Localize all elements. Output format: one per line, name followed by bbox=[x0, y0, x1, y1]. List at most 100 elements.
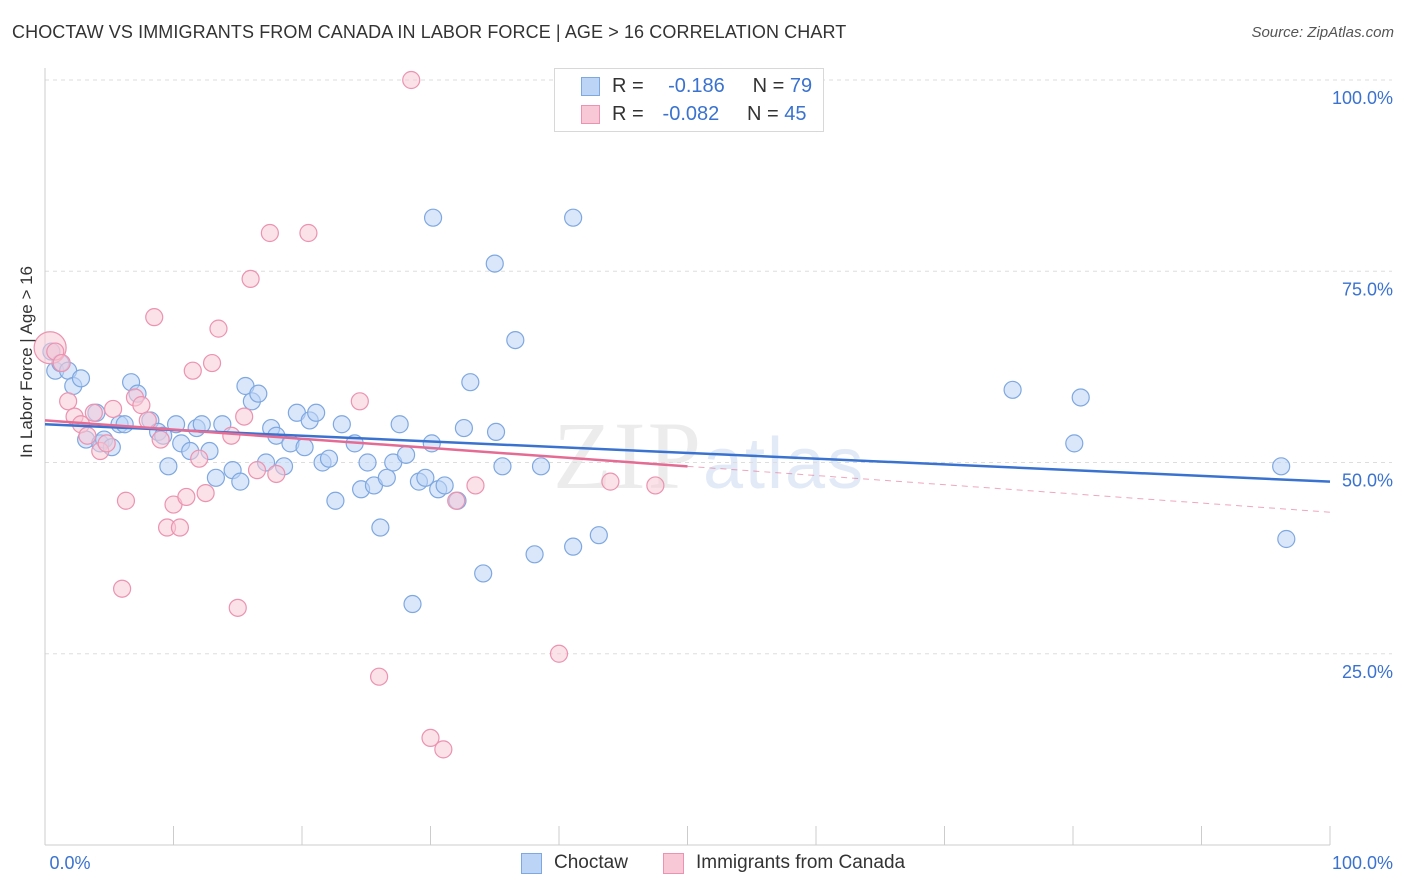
point-canada bbox=[177, 487, 196, 507]
point-choctaw bbox=[589, 526, 608, 545]
point-canada bbox=[151, 430, 170, 449]
point-canada bbox=[209, 319, 228, 338]
trend-line-canada bbox=[44, 419, 688, 468]
point-choctaw bbox=[377, 468, 396, 487]
series-label-choctaw: Choctaw bbox=[554, 852, 628, 873]
point-choctaw bbox=[332, 415, 351, 434]
point-canada bbox=[466, 476, 485, 495]
point-canada bbox=[350, 392, 369, 411]
legend-swatch-canada bbox=[581, 104, 600, 124]
point-choctaw bbox=[231, 472, 250, 491]
point-choctaw bbox=[319, 449, 339, 468]
point-canada bbox=[97, 434, 116, 453]
point-canada bbox=[228, 598, 247, 617]
legend-r-value-canada: -0.082 bbox=[662, 102, 720, 125]
legend-r-value-choctaw: -0.186 bbox=[668, 74, 725, 97]
point-canada bbox=[370, 667, 389, 686]
point-canada bbox=[260, 223, 279, 243]
point-canada bbox=[601, 472, 620, 491]
legend-r-label: R = bbox=[612, 74, 644, 97]
point-choctaw bbox=[307, 403, 326, 422]
point-choctaw bbox=[206, 468, 226, 487]
series-legend: Choctaw Immigrants from Canada bbox=[0, 852, 1406, 878]
point-canada bbox=[267, 464, 286, 484]
point-choctaw bbox=[493, 457, 512, 476]
point-choctaw bbox=[403, 594, 422, 614]
watermark-zip: ZIP bbox=[553, 402, 703, 509]
point-choctaw bbox=[115, 415, 134, 434]
point-choctaw bbox=[358, 453, 377, 472]
trend-line-choctaw bbox=[44, 423, 1331, 483]
legend-row-choctaw: R = -0.186 N = 79 bbox=[555, 72, 812, 100]
point-canada bbox=[145, 308, 164, 327]
point-choctaw bbox=[506, 331, 525, 350]
series-swatch-choctaw bbox=[521, 852, 542, 874]
point-canada bbox=[116, 491, 136, 510]
point-canada bbox=[84, 403, 103, 422]
point-choctaw bbox=[531, 457, 551, 476]
point-canada bbox=[132, 396, 151, 415]
point-canada bbox=[112, 579, 132, 598]
point-choctaw bbox=[485, 254, 504, 273]
point-canada bbox=[299, 223, 318, 243]
point-choctaw bbox=[564, 537, 583, 556]
point-choctaw bbox=[1065, 434, 1084, 453]
y-tick-label: 50.0% bbox=[1342, 471, 1393, 491]
point-canada bbox=[202, 353, 222, 373]
watermark: ZIPatlas bbox=[553, 400, 865, 511]
point-canada bbox=[78, 426, 97, 445]
point-canada bbox=[235, 407, 254, 426]
point-choctaw bbox=[525, 545, 544, 564]
point-canada bbox=[59, 392, 78, 411]
source-label: Source: ZipAtlas.com bbox=[1251, 24, 1394, 41]
point-choctaw bbox=[390, 415, 409, 434]
point-canada bbox=[196, 484, 215, 503]
point-choctaw bbox=[1272, 457, 1291, 476]
y-axis-label: In Labor Force | Age > 16 bbox=[17, 265, 36, 458]
point-canada bbox=[52, 353, 71, 373]
x-tick-label: 100.0% bbox=[1332, 853, 1393, 873]
point-canada bbox=[104, 399, 123, 419]
point-choctaw bbox=[371, 518, 390, 537]
point-choctaw bbox=[295, 438, 314, 457]
trend-extension-canada bbox=[687, 465, 1331, 513]
point-choctaw bbox=[71, 369, 91, 388]
point-choctaw bbox=[423, 208, 443, 227]
point-canada bbox=[247, 461, 267, 480]
point-choctaw bbox=[396, 445, 416, 464]
chart-title: CHOCTAW VS IMMIGRANTS FROM CANADA IN LAB… bbox=[12, 22, 847, 42]
point-canada bbox=[183, 361, 202, 380]
series-legend-canada: Immigrants from Canada bbox=[663, 852, 905, 874]
x-tick-label: 0.0% bbox=[49, 853, 90, 873]
point-choctaw bbox=[474, 564, 493, 583]
point-choctaw bbox=[454, 418, 474, 438]
point-canada bbox=[222, 426, 241, 445]
point-canada bbox=[434, 740, 453, 759]
legend-r-label: R = bbox=[612, 102, 644, 125]
legend-row-canada: R = -0.082 N = 45 bbox=[555, 100, 807, 128]
y-tick-label: 25.0% bbox=[1342, 662, 1393, 682]
point-canada bbox=[549, 644, 569, 663]
y-tick-label: 75.0% bbox=[1342, 279, 1393, 299]
legend-swatch-choctaw bbox=[581, 76, 600, 96]
correlation-legend: R = -0.186 N = 79 R = -0.082 N = 45 bbox=[554, 68, 824, 132]
watermark-atlas: atlas bbox=[703, 424, 866, 504]
point-choctaw bbox=[416, 468, 435, 487]
y-tick-label: 100.0% bbox=[1332, 88, 1393, 108]
series-label-canada: Immigrants from Canada bbox=[696, 852, 906, 873]
point-choctaw bbox=[461, 373, 480, 392]
legend-n-label: N = bbox=[747, 102, 779, 125]
point-choctaw bbox=[486, 422, 506, 441]
point-canada bbox=[170, 518, 190, 537]
point-choctaw bbox=[1277, 529, 1296, 549]
legend-n-label: N = bbox=[752, 74, 785, 97]
point-canada bbox=[447, 491, 466, 510]
point-choctaw bbox=[249, 384, 268, 403]
point-choctaw bbox=[1071, 388, 1090, 407]
point-choctaw bbox=[159, 457, 178, 476]
point-choctaw bbox=[326, 491, 345, 510]
point-canada bbox=[190, 449, 209, 468]
point-canada bbox=[421, 728, 440, 748]
legend-n-value-canada: 45 bbox=[784, 102, 807, 125]
